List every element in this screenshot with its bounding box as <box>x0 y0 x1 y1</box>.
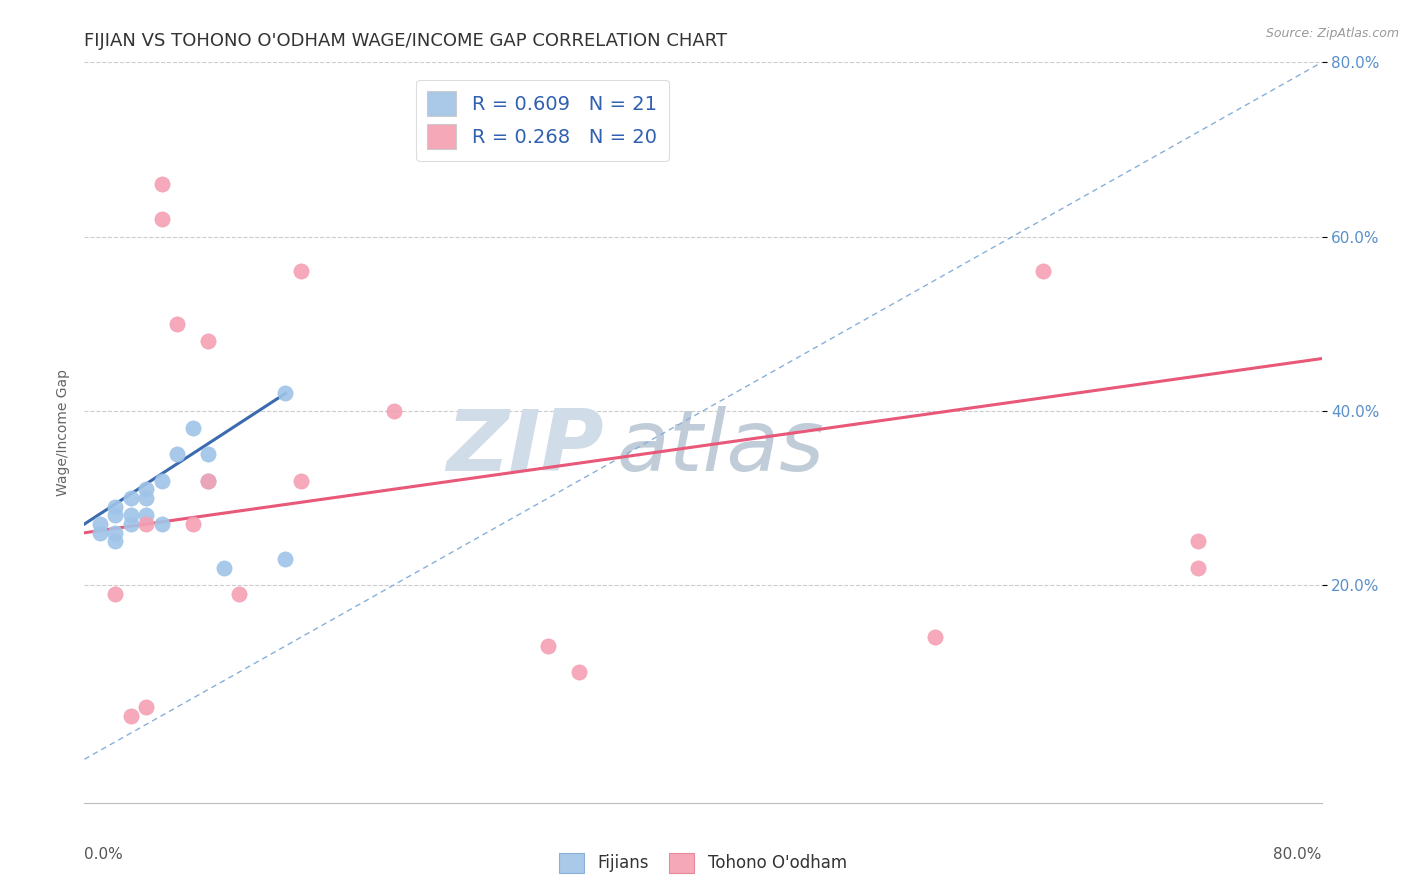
Point <box>228 587 250 601</box>
Point <box>89 517 111 532</box>
Point <box>150 178 173 192</box>
Point <box>104 534 127 549</box>
Point <box>104 500 127 514</box>
Point <box>135 508 157 523</box>
Point <box>120 508 142 523</box>
Point <box>537 639 560 653</box>
Point <box>1187 534 1209 549</box>
Point <box>274 386 297 401</box>
Text: Source: ZipAtlas.com: Source: ZipAtlas.com <box>1265 27 1399 40</box>
Point <box>104 587 127 601</box>
Point <box>135 700 157 714</box>
Point <box>120 708 142 723</box>
Legend: R = 0.609   N = 21, R = 0.268   N = 20: R = 0.609 N = 21, R = 0.268 N = 20 <box>416 79 669 161</box>
Point <box>166 317 188 331</box>
Text: atlas: atlas <box>616 406 824 489</box>
Point <box>135 482 157 496</box>
Point <box>181 517 204 532</box>
Point <box>197 474 219 488</box>
Point <box>212 560 235 574</box>
Point <box>290 474 312 488</box>
Point <box>166 447 188 461</box>
Point <box>290 264 312 278</box>
Point <box>1032 264 1054 278</box>
Point <box>120 491 142 505</box>
Point <box>150 474 173 488</box>
Point <box>89 525 111 540</box>
Text: 80.0%: 80.0% <box>1274 847 1322 863</box>
Point <box>104 508 127 523</box>
Text: 0.0%: 0.0% <box>84 847 124 863</box>
Point <box>104 525 127 540</box>
Point <box>150 212 173 227</box>
Text: FIJIAN VS TOHONO O'ODHAM WAGE/INCOME GAP CORRELATION CHART: FIJIAN VS TOHONO O'ODHAM WAGE/INCOME GAP… <box>84 32 727 50</box>
Point <box>274 552 297 566</box>
Legend: Fijians, Tohono O'odham: Fijians, Tohono O'odham <box>553 847 853 880</box>
Point <box>135 491 157 505</box>
Point <box>181 421 204 435</box>
Point <box>197 334 219 348</box>
Point <box>1187 560 1209 574</box>
Point <box>150 517 173 532</box>
Text: ZIP: ZIP <box>446 406 605 489</box>
Point <box>197 474 219 488</box>
Point <box>197 447 219 461</box>
Point <box>120 517 142 532</box>
Y-axis label: Wage/Income Gap: Wage/Income Gap <box>56 369 70 496</box>
Point <box>382 404 405 418</box>
Point <box>924 630 946 644</box>
Point <box>568 665 591 680</box>
Point <box>135 517 157 532</box>
